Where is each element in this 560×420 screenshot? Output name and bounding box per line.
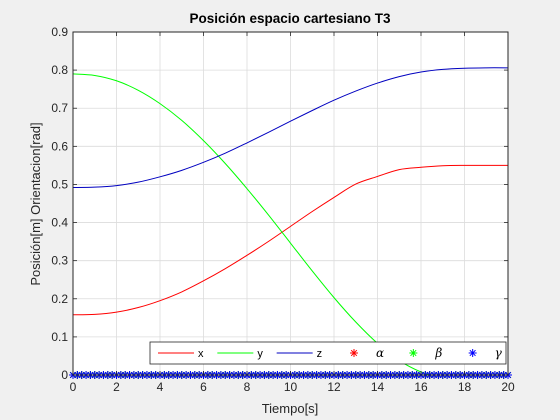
x-tick-label: 20 xyxy=(501,380,515,394)
legend-label: x xyxy=(198,348,204,360)
x-tick-label: 14 xyxy=(371,380,385,394)
y-tick-label: 0.7 xyxy=(51,101,68,115)
x-tick-label: 2 xyxy=(113,380,120,394)
y-tick-label: 0.6 xyxy=(51,139,68,153)
x-tick-label: 6 xyxy=(200,380,207,394)
series-line-x xyxy=(73,164,508,316)
series-line-y xyxy=(73,73,431,375)
series-lines xyxy=(73,67,508,375)
y-tick-label: 0.9 xyxy=(51,25,68,39)
x-tick-label: 12 xyxy=(327,380,341,394)
legend-label: α xyxy=(376,346,384,360)
legend-label: γ xyxy=(495,346,503,360)
legend-label: z xyxy=(317,348,323,360)
x-tick-label: 10 xyxy=(284,380,298,394)
marker-stroke xyxy=(410,349,417,357)
legend-swatch-α xyxy=(350,349,358,357)
y-tick-label: 0.3 xyxy=(51,254,68,268)
legend-label: y xyxy=(257,348,263,360)
x-axis-label: Tiempo[s] xyxy=(262,401,319,416)
y-tick-label: 0 xyxy=(61,368,68,382)
y-tick-label: 0.2 xyxy=(51,292,68,306)
series-line-z xyxy=(73,67,508,188)
x-tick-label: 8 xyxy=(244,380,251,394)
y-axis-label: Posición[m] Orientacion[rad] xyxy=(28,122,43,285)
x-tick-label: 4 xyxy=(157,380,164,394)
legend-label: β xyxy=(434,346,442,360)
x-tick-label: 0 xyxy=(70,380,77,394)
x-tick-label: 16 xyxy=(414,380,428,394)
marker-stroke xyxy=(469,349,476,357)
y-tick-label: 0.4 xyxy=(51,216,68,230)
y-tick-label: 0.5 xyxy=(51,177,68,191)
chart-title: Posición espacio cartesiano T3 xyxy=(189,11,391,26)
legend-swatch-β xyxy=(409,349,418,357)
legend-swatch-γ xyxy=(468,349,477,357)
x-tick-label: 18 xyxy=(458,380,472,394)
axis-ticks: 0 2 4 6 8 10 12 14 16 18 20 0 0.1 0.2 0.3 0.4 0.5 0.6 0.7 0… xyxy=(51,25,515,394)
marker-stroke xyxy=(350,349,358,357)
y-tick-label: 0.1 xyxy=(51,330,68,344)
legend-box xyxy=(149,341,507,365)
y-tick-label: 0.8 xyxy=(51,63,68,77)
